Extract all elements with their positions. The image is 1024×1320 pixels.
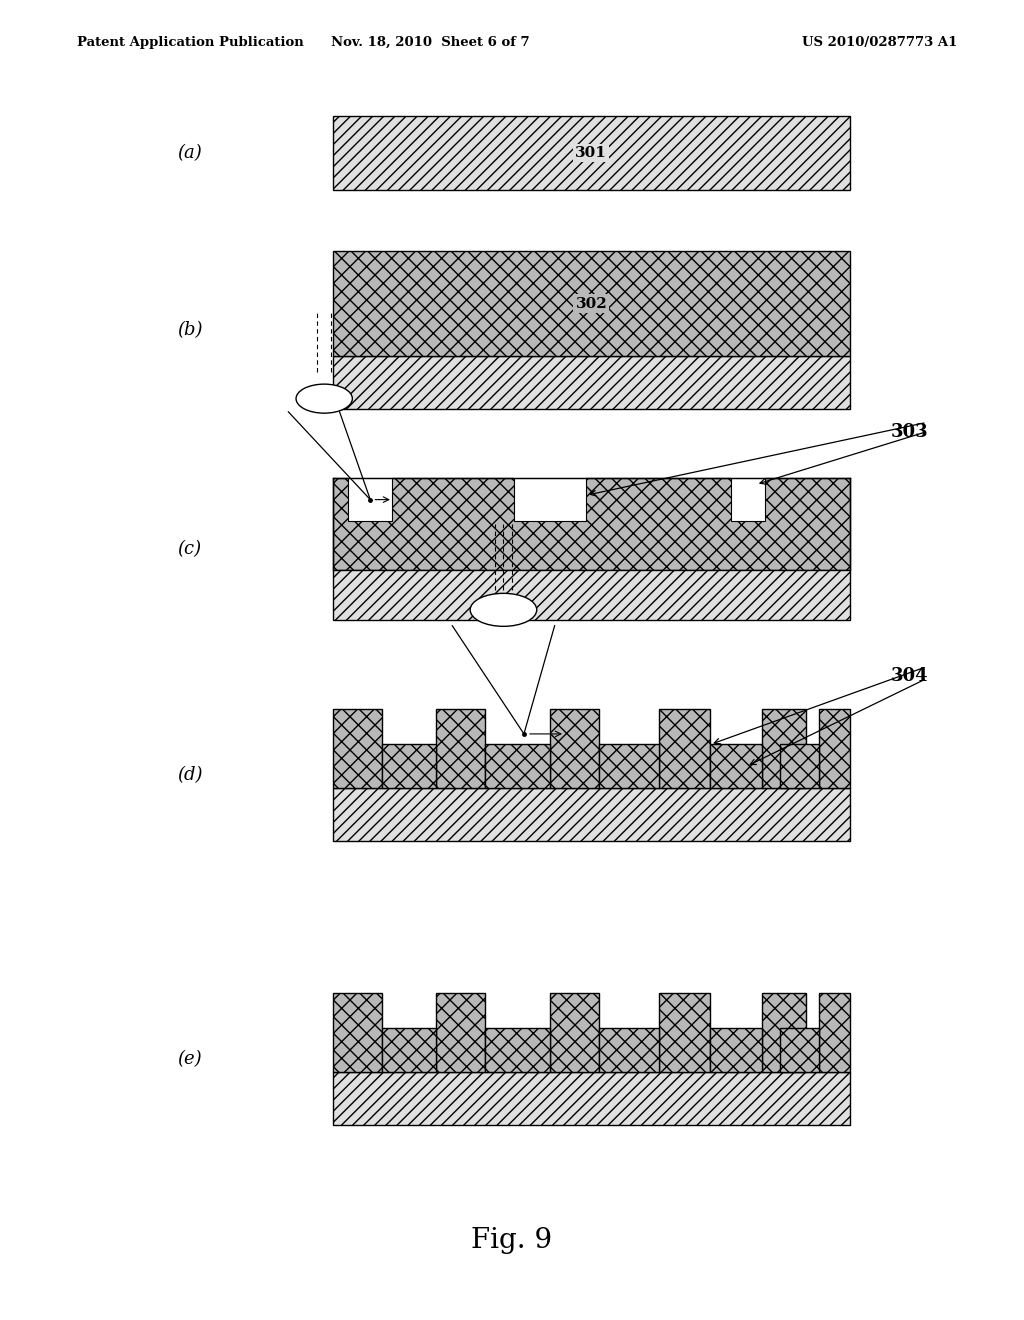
Text: US 2010/0287773 A1: US 2010/0287773 A1	[802, 36, 957, 49]
Text: Nov. 18, 2010  Sheet 6 of 7: Nov. 18, 2010 Sheet 6 of 7	[331, 36, 529, 49]
Bar	[599, 744, 658, 788]
Bar	[333, 1072, 850, 1125]
Text: Patent Application Publication: Patent Application Publication	[77, 36, 303, 49]
Bar	[599, 1028, 658, 1072]
Bar	[550, 709, 599, 788]
Bar	[485, 744, 550, 788]
Bar	[658, 709, 711, 788]
Bar	[348, 477, 392, 521]
Bar	[485, 1028, 550, 1072]
Bar	[780, 1028, 819, 1072]
Text: 303: 303	[891, 422, 929, 441]
Text: (a): (a)	[177, 144, 202, 162]
Bar	[333, 116, 850, 190]
Text: (c): (c)	[177, 540, 202, 558]
Bar	[658, 993, 711, 1072]
Text: (d): (d)	[177, 766, 202, 784]
Bar	[333, 478, 850, 570]
Bar	[333, 788, 850, 841]
Bar	[711, 744, 762, 788]
Bar	[333, 709, 382, 788]
Bar	[382, 1028, 436, 1072]
Bar	[436, 993, 485, 1072]
Ellipse shape	[296, 384, 352, 413]
Bar	[333, 993, 382, 1072]
Bar	[819, 993, 850, 1072]
Bar	[333, 356, 850, 409]
Text: 302: 302	[575, 297, 607, 310]
Bar	[333, 570, 850, 620]
Text: (e): (e)	[177, 1049, 202, 1068]
Bar	[711, 1028, 762, 1072]
Bar	[436, 709, 485, 788]
Text: 301: 301	[575, 147, 607, 160]
Text: Fig. 9: Fig. 9	[471, 1228, 553, 1254]
Ellipse shape	[470, 593, 537, 626]
Bar	[348, 478, 392, 521]
Bar	[762, 993, 806, 1072]
Text: 304: 304	[891, 667, 929, 685]
Bar	[762, 709, 806, 788]
Bar	[780, 744, 819, 788]
Bar	[333, 251, 850, 356]
Bar	[550, 993, 599, 1072]
Text: (b): (b)	[177, 321, 202, 339]
Bar	[514, 478, 586, 521]
Bar	[514, 477, 586, 521]
Bar	[731, 477, 765, 521]
Bar	[731, 478, 765, 521]
Bar	[382, 744, 436, 788]
Bar	[819, 709, 850, 788]
